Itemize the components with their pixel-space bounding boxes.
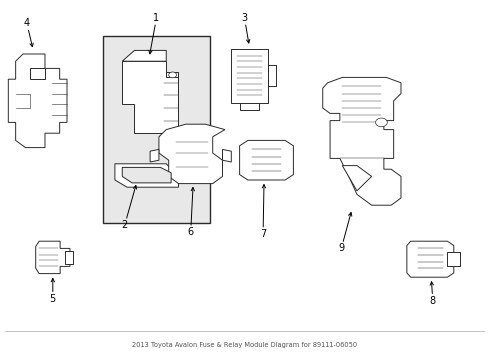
Text: 7: 7 bbox=[260, 229, 265, 239]
Polygon shape bbox=[239, 140, 293, 180]
Polygon shape bbox=[115, 164, 178, 187]
Polygon shape bbox=[342, 166, 371, 191]
Polygon shape bbox=[122, 61, 178, 133]
Polygon shape bbox=[122, 167, 171, 183]
Polygon shape bbox=[166, 72, 178, 77]
Polygon shape bbox=[222, 149, 231, 162]
Bar bbox=[102, 36, 210, 223]
Circle shape bbox=[168, 72, 176, 78]
Polygon shape bbox=[159, 124, 224, 184]
Circle shape bbox=[375, 118, 386, 127]
Text: 1: 1 bbox=[153, 13, 159, 23]
Polygon shape bbox=[322, 77, 400, 205]
Polygon shape bbox=[36, 241, 70, 274]
Polygon shape bbox=[122, 50, 166, 61]
Polygon shape bbox=[8, 54, 67, 148]
Text: 5: 5 bbox=[50, 294, 56, 304]
Text: 4: 4 bbox=[24, 18, 30, 28]
Polygon shape bbox=[406, 241, 453, 277]
Text: 2013 Toyota Avalon Fuse & Relay Module Diagram for 89111-06050: 2013 Toyota Avalon Fuse & Relay Module D… bbox=[132, 342, 356, 348]
Polygon shape bbox=[65, 251, 73, 264]
Polygon shape bbox=[150, 149, 159, 162]
Text: 3: 3 bbox=[241, 13, 247, 23]
Polygon shape bbox=[239, 103, 259, 110]
Polygon shape bbox=[30, 68, 45, 79]
Text: 9: 9 bbox=[338, 243, 344, 253]
Polygon shape bbox=[267, 65, 276, 86]
Text: 2: 2 bbox=[122, 220, 127, 230]
Text: 6: 6 bbox=[187, 227, 193, 237]
Polygon shape bbox=[230, 49, 267, 103]
Polygon shape bbox=[447, 252, 459, 266]
Text: 8: 8 bbox=[429, 296, 435, 306]
